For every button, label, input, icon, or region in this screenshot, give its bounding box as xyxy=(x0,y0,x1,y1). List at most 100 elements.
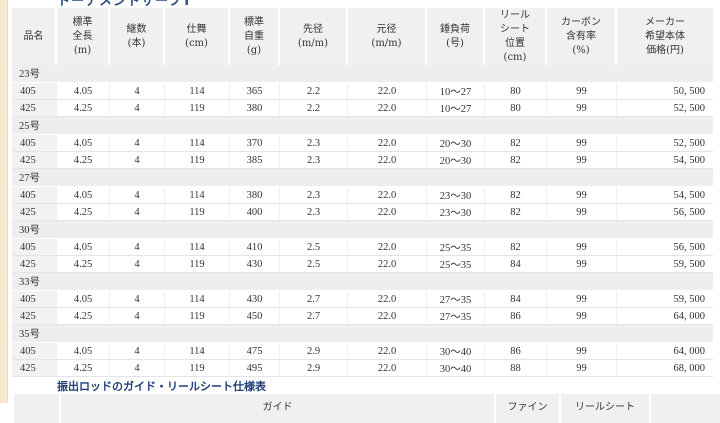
column-header-weight: 標準 自重 (g) xyxy=(230,8,280,65)
cell-sinker-load: 27～35 xyxy=(427,291,485,308)
spec-table: 品名 標準 全長 (m) 継数 (本) 仕舞 (cm) 標準 自重 (g) 先径… xyxy=(12,8,713,377)
cell-closed-length: 114 xyxy=(165,291,230,308)
cell-reelseat-position: 86 xyxy=(485,308,547,325)
cell-length: 4.25 xyxy=(57,204,110,221)
cell-sections: 4 xyxy=(110,187,165,204)
column-header-reelseat-position: リール シート 位置 (cm) xyxy=(485,8,547,65)
cell-closed-length: 119 xyxy=(165,308,230,325)
cell-weight: 410 xyxy=(230,239,280,256)
cell-sections: 4 xyxy=(110,135,165,152)
cell-length: 4.25 xyxy=(57,308,110,325)
cell-length: 4.05 xyxy=(57,239,110,256)
cell-sections: 4 xyxy=(110,291,165,308)
guide-header-empty xyxy=(14,394,59,423)
cell-butt-diameter: 22.0 xyxy=(348,204,427,221)
cell-sections: 4 xyxy=(110,308,165,325)
cell-reelseat-position: 84 xyxy=(485,291,547,308)
cell-weight: 475 xyxy=(230,343,280,360)
cell-length: 4.25 xyxy=(57,256,110,273)
column-header-sections: 継数 (本) xyxy=(110,8,165,65)
cell-butt-diameter: 22.0 xyxy=(348,187,427,204)
cell-carbon-content: 99 xyxy=(547,360,617,377)
cell-length: 4.05 xyxy=(57,83,110,100)
cell-closed-length: 114 xyxy=(165,239,230,256)
cell-carbon-content: 99 xyxy=(547,239,617,256)
cell-reelseat-position: 82 xyxy=(485,135,547,152)
cell-weight: 430 xyxy=(230,256,280,273)
cell-carbon-content: 99 xyxy=(547,256,617,273)
cell-closed-length: 119 xyxy=(165,204,230,221)
size-group-row: 35号 xyxy=(12,325,713,343)
size-group-row: 23号 xyxy=(12,65,713,83)
cell-closed-length: 114 xyxy=(165,343,230,360)
cell-price: 64, 000 xyxy=(617,343,713,360)
left-accent-stripe xyxy=(0,0,8,403)
cell-carbon-content: 99 xyxy=(547,100,617,117)
size-group-label: 25号 xyxy=(12,117,713,135)
cell-sinker-load: 25～35 xyxy=(427,256,485,273)
cell-butt-diameter: 22.0 xyxy=(348,239,427,256)
cell-reelseat-position: 84 xyxy=(485,256,547,273)
cell-weight: 370 xyxy=(230,135,280,152)
cell-sinker-load: 30～40 xyxy=(427,360,485,377)
column-header-closed-length: 仕舞 (cm) xyxy=(165,8,230,65)
cell-butt-diameter: 22.0 xyxy=(348,291,427,308)
cell-carbon-content: 99 xyxy=(547,204,617,221)
cell-tip-diameter: 2.9 xyxy=(280,360,348,377)
cell-sections: 4 xyxy=(110,343,165,360)
cell-price: 56, 500 xyxy=(617,239,713,256)
guide-header-fine: ファイン xyxy=(496,394,559,423)
cell-sinker-load: 23～30 xyxy=(427,187,485,204)
size-group-row: 27号 xyxy=(12,169,713,187)
spec-row: 425 4.25 4 119 385 2.3 22.0 20～30 82 99 54, 500 xyxy=(12,152,713,169)
cell-sections: 4 xyxy=(110,360,165,377)
cell-tip-diameter: 2.3 xyxy=(280,152,348,169)
column-header-product-name: 品名 xyxy=(12,8,57,65)
cell-length: 4.05 xyxy=(57,343,110,360)
cell-sinker-load: 10～27 xyxy=(427,83,485,100)
cell-sections: 4 xyxy=(110,256,165,273)
cell-carbon-content: 99 xyxy=(547,152,617,169)
size-group-label: 30号 xyxy=(12,221,713,239)
cell-weight: 385 xyxy=(230,152,280,169)
cell-product-name: 405 xyxy=(12,135,57,152)
spec-row: 425 4.25 4 119 400 2.3 22.0 23～30 82 99 56, 500 xyxy=(12,204,713,221)
cell-sinker-load: 10～27 xyxy=(427,100,485,117)
spec-row: 405 4.05 4 114 380 2.3 22.0 23～30 82 99 54, 500 xyxy=(12,187,713,204)
cell-length: 4.25 xyxy=(57,100,110,117)
column-header-carbon-content: カーボン 含有率 (%) xyxy=(547,8,617,65)
size-group-label: 27号 xyxy=(12,169,713,187)
spec-row: 425 4.25 4 119 495 2.9 22.0 30～40 88 99 68, 000 xyxy=(12,360,713,377)
cell-sections: 4 xyxy=(110,83,165,100)
cell-sections: 4 xyxy=(110,239,165,256)
cell-butt-diameter: 22.0 xyxy=(348,100,427,117)
column-header-tip-diameter: 先径 (m/m) xyxy=(280,8,348,65)
cell-weight: 400 xyxy=(230,204,280,221)
cell-price: 56, 500 xyxy=(617,204,713,221)
cell-reelseat-position: 88 xyxy=(485,360,547,377)
cell-sinker-load: 30～40 xyxy=(427,343,485,360)
cell-length: 4.05 xyxy=(57,135,110,152)
size-group-row: 33号 xyxy=(12,273,713,291)
cell-reelseat-position: 80 xyxy=(485,83,547,100)
column-header-sinker-load: 錘負荷 (号) xyxy=(427,8,485,65)
guide-header-reelseat: リールシート xyxy=(561,394,649,423)
spec-row: 425 4.25 4 119 450 2.7 22.0 27～35 86 99 64, 000 xyxy=(12,308,713,325)
cell-product-name: 405 xyxy=(12,239,57,256)
spec-row: 405 4.05 4 114 430 2.7 22.0 27～35 84 99 59, 500 xyxy=(12,291,713,308)
cell-butt-diameter: 22.0 xyxy=(348,135,427,152)
cell-tip-diameter: 2.5 xyxy=(280,239,348,256)
cell-butt-diameter: 22.0 xyxy=(348,256,427,273)
spec-row: 425 4.25 4 119 430 2.5 22.0 25～35 84 99 59, 500 xyxy=(12,256,713,273)
size-group-label: 35号 xyxy=(12,325,713,343)
cell-weight: 495 xyxy=(230,360,280,377)
cell-product-name: 405 xyxy=(12,291,57,308)
size-group-row: 30号 xyxy=(12,221,713,239)
cell-sinker-load: 27～35 xyxy=(427,308,485,325)
spec-row: 405 4.05 4 114 475 2.9 22.0 30～40 86 99 64, 000 xyxy=(12,343,713,360)
cell-product-name: 425 xyxy=(12,204,57,221)
cell-tip-diameter: 2.2 xyxy=(280,83,348,100)
cell-sections: 4 xyxy=(110,152,165,169)
spec-row: 405 4.05 4 114 410 2.5 22.0 25～35 82 99 56, 500 xyxy=(12,239,713,256)
cell-length: 4.05 xyxy=(57,187,110,204)
